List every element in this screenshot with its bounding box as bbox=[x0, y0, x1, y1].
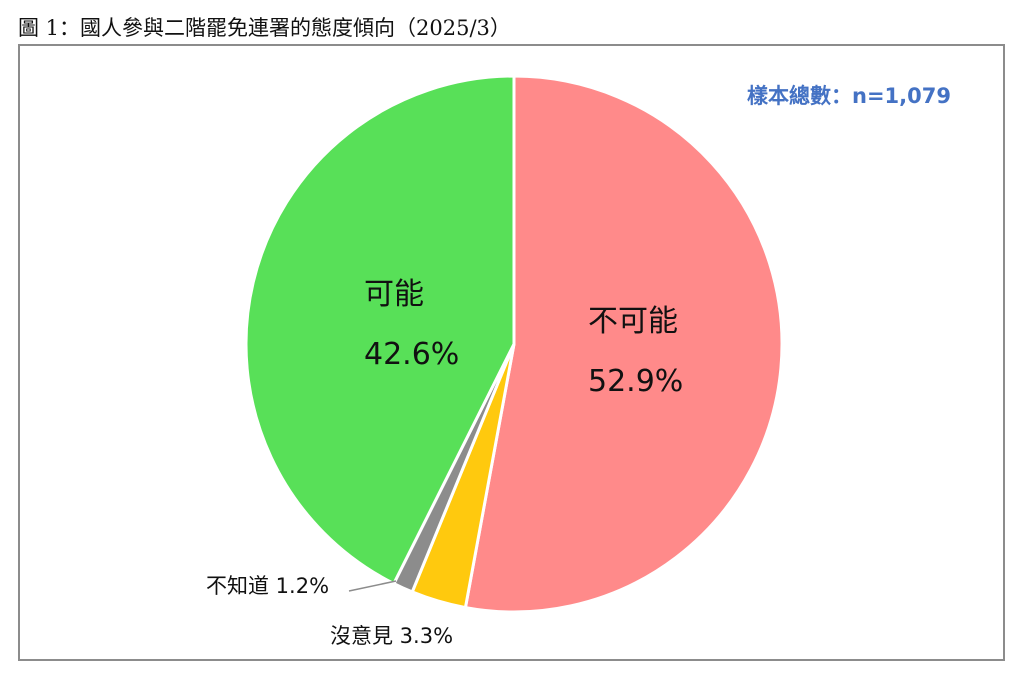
outer-slice-label: 沒意見 3.3% bbox=[330, 624, 453, 648]
pie-slices bbox=[244, 74, 784, 614]
slice-value-label: 52.9% bbox=[588, 364, 683, 399]
leader-line bbox=[348, 580, 397, 592]
pie-chart: 不可能 52.9% 可能 42.6% 不知道 1.2% 沒意見 3.3% bbox=[206, 74, 784, 648]
figure-caption: 圖 1：國人參與二階罷免連署的態度傾向（2025/3） bbox=[18, 16, 511, 40]
slice-name-label: 不可能 bbox=[588, 304, 678, 339]
outer-slice-label: 不知道 1.2% bbox=[206, 574, 329, 598]
pie-slice-1 bbox=[463, 74, 784, 614]
pie-slice-4 bbox=[244, 74, 516, 586]
sample-size-label: 樣本總數：n=1,079 bbox=[747, 84, 951, 108]
chart-frame: 樣本總數：n=1,079 不可能 52.9% 可能 42.6% 不知道 1.2% 沒意見 … bbox=[18, 44, 1005, 661]
slice-name-label: 可能 bbox=[364, 277, 424, 312]
slice-value-label: 42.6% bbox=[364, 337, 459, 372]
pie-labels: 不可能 52.9% 可能 42.6% 不知道 1.2% 沒意見 3.3% bbox=[206, 277, 683, 648]
